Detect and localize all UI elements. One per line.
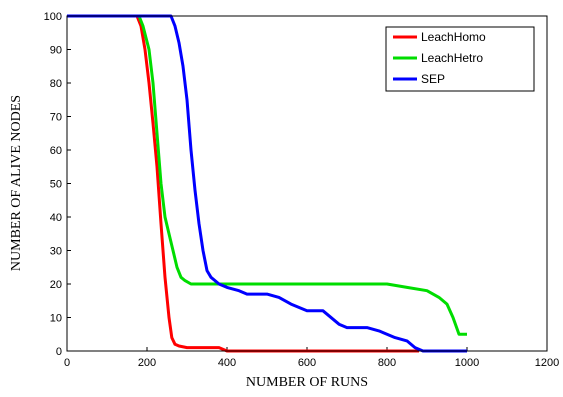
y-tick-label: 60 (50, 145, 62, 157)
y-tick-label: 20 (50, 279, 62, 291)
y-tick-label: 0 (56, 346, 62, 358)
y-tick-label: 80 (50, 78, 62, 90)
series-line-leachhomo (67, 14, 419, 353)
x-axis-label: NUMBER OF RUNS (246, 375, 368, 390)
series-line-sep (67, 14, 467, 353)
y-tick-label: 40 (50, 212, 62, 224)
y-tick-label: 90 (50, 45, 62, 57)
legend-label-leachhomo: LeachHomo (421, 30, 486, 44)
x-tick-label: 600 (298, 357, 316, 369)
x-tick-label: 800 (378, 357, 396, 369)
y-axis-label: NUMBER OF ALIVE NODES (9, 95, 24, 271)
plot-frame (66, 15, 548, 352)
x-tick-label: 0 (64, 357, 70, 369)
y-tick-label: 10 (50, 313, 62, 325)
plot-lines (67, 14, 467, 353)
y-tick-label: 50 (50, 179, 62, 191)
y-tick-label: 30 (50, 246, 62, 258)
x-tick-label: 200 (138, 357, 156, 369)
x-tick-label: 1000 (455, 357, 479, 369)
axis-ticks: 0 200 400 600 800 1000 1200 0 10 20 30 40 50 60 70 80 90… (44, 11, 560, 369)
y-tick-label: 100 (44, 11, 62, 23)
legend-label-leachhetro: LeachHetro (421, 51, 483, 65)
x-tick-label: 1200 (535, 357, 559, 369)
series-line-leachhetro (67, 14, 467, 336)
x-tick-label: 400 (218, 357, 236, 369)
y-tick-label: 70 (50, 112, 62, 124)
legend-label-sep: SEP (421, 72, 445, 86)
legend: LeachHomo LeachHetro SEP (385, 26, 535, 92)
